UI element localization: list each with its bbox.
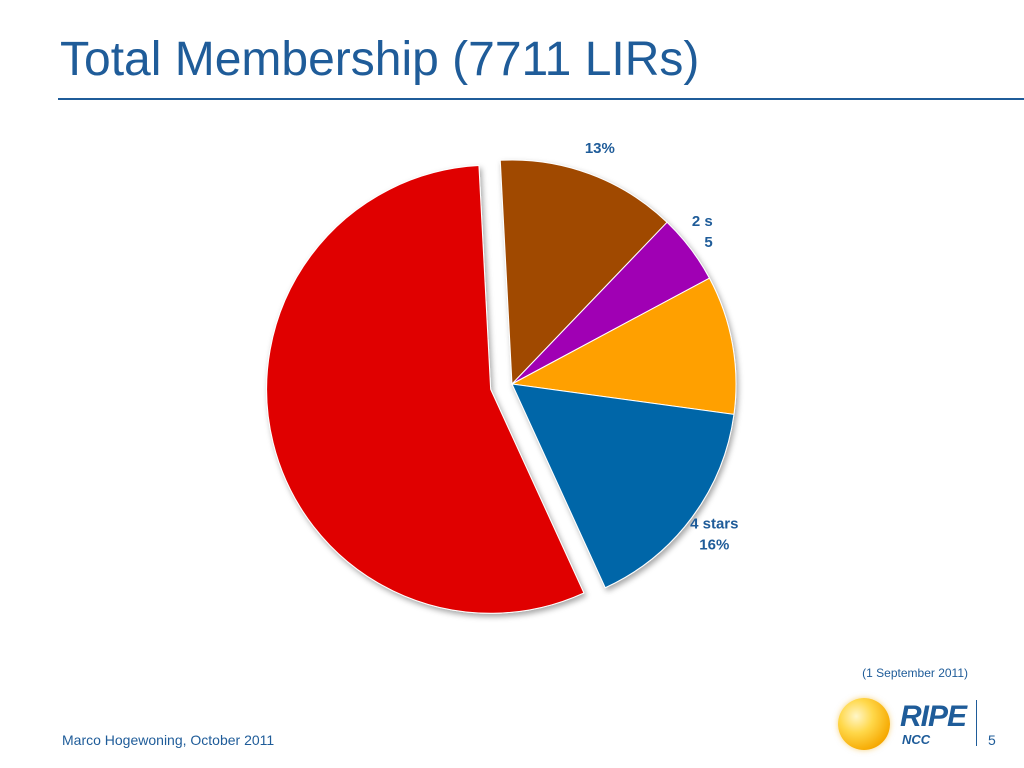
slice-label-0: 13%: [585, 140, 615, 157]
logo-divider: [976, 700, 977, 746]
title-divider: [58, 98, 1024, 100]
ripe-ncc-logo: RIPE NCC: [838, 696, 978, 752]
logo-ripe-text: RIPE: [900, 700, 967, 733]
as-of-date: (1 September 2011): [862, 666, 968, 680]
pie-slice-3: [511, 383, 735, 589]
footer-author: Marco Hogewoning, October 2011: [62, 732, 275, 748]
pie-slice-0: [499, 159, 668, 386]
page-number: 5: [988, 732, 996, 748]
logo-ncc-text: NCC: [902, 732, 931, 747]
slide-title: Total Membership (7711 LIRs): [60, 33, 700, 86]
pie-slice-4: [266, 165, 585, 614]
slice-label-3: 4 stars 16%: [690, 516, 738, 554]
sun-icon: [838, 698, 890, 750]
pie-slice-2: [510, 277, 737, 415]
pie-slices: [266, 159, 737, 614]
pie-labels: 13% 2 s 5 4 stars 16%: [585, 140, 739, 554]
